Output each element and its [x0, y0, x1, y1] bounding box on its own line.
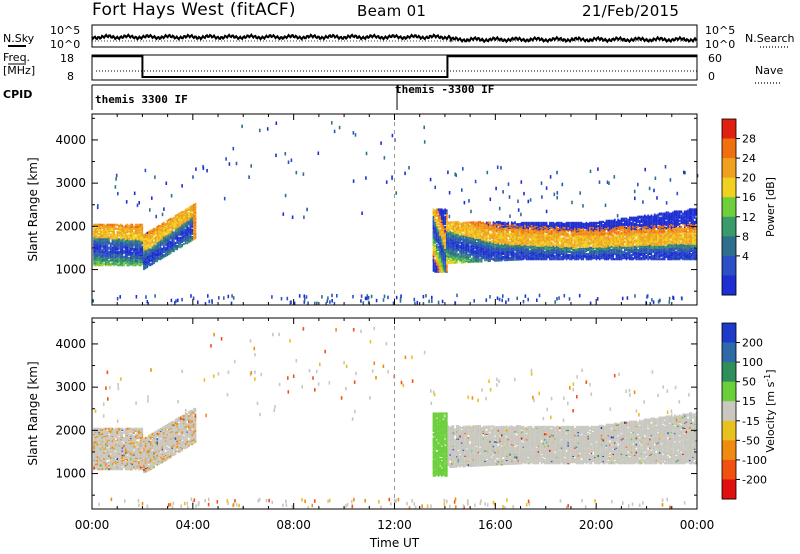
- freq-tick-high: 18: [60, 52, 74, 65]
- velocity-colorbar-tick-label-6: -100: [742, 454, 767, 467]
- station-title: Fort Hays West (fitACF): [92, 0, 296, 20]
- noise-tick-left-high: 10^5: [50, 24, 81, 37]
- power-ytick-label-3000: 3000: [55, 176, 86, 190]
- nsky-label: N.Sky: [3, 32, 35, 45]
- power-colorbar-tick-label-3: 16: [742, 191, 756, 204]
- velocity-colorbar-tick-label-3: 15: [742, 395, 756, 408]
- noise-panel-frame: [91, 24, 698, 48]
- velocity-colorbar-segment-2: [722, 362, 736, 383]
- velocity-colorbar-segment-8: [722, 479, 736, 500]
- noise-tick-right-low: 10^0: [705, 38, 736, 51]
- velocity-ytick-label-3000: 3000: [55, 380, 86, 394]
- velocity-scatter-cells: [93, 326, 698, 510]
- power-ytick-label-1000: 1000: [55, 263, 86, 277]
- power-colorbar-title: Power [dB]: [764, 177, 777, 237]
- cpid-segment-1: themis 3300 IF: [95, 93, 188, 106]
- velocity-colorbar-title: Velocity [m s-1]: [763, 369, 777, 452]
- power-colorbar-segment-5: [722, 216, 736, 237]
- freq-series: [92, 55, 697, 78]
- freq-label-1: Freq.: [3, 51, 31, 64]
- power-colorbar-tick-label-4: 12: [742, 211, 756, 224]
- power-colorbar: [721, 118, 737, 296]
- xtick-label-6: 00:00: [680, 518, 715, 532]
- power-colorbar-segment-8: [722, 275, 736, 296]
- xtick-label-0: 00:00: [75, 518, 110, 532]
- cpid-segment-2: themis -3300 IF: [395, 83, 495, 96]
- velocity-ytick-label-4000: 4000: [55, 337, 86, 351]
- freq-tick-low: 8: [67, 70, 74, 83]
- velocity-colorbar-tick-label-4: -15: [742, 415, 760, 428]
- velocity-colorbar-segment-7: [722, 459, 736, 480]
- xtick-label-3: 12:00: [377, 518, 412, 532]
- power-ytick-label-2000: 2000: [55, 219, 86, 233]
- power-colorbar-segment-0: [722, 119, 736, 140]
- date-title: 21/Feb/2015: [582, 2, 680, 20]
- nave-label: Nave: [755, 64, 784, 77]
- velocity-colorbar-segment-0: [722, 323, 736, 344]
- velocity-colorbar-tick-label-1: 100: [742, 356, 763, 369]
- power-colorbar-segment-3: [722, 177, 736, 198]
- beam-title: Beam 01: [357, 2, 427, 20]
- velocity-colorbar-segment-3: [722, 381, 736, 402]
- velocity-ytick-label-1000: 1000: [55, 467, 86, 481]
- power-colorbar-segment-4: [722, 197, 736, 218]
- power-colorbar-tick-label-6: 4: [742, 250, 749, 263]
- noise-tick-right-high: 10^5: [705, 24, 736, 37]
- power-colorbar-segment-2: [722, 158, 736, 179]
- velocity-colorbar-tick-label-7: -200: [742, 473, 767, 486]
- velocity-colorbar-tick-label-2: 50: [742, 376, 756, 389]
- power-ytick-label-4000: 4000: [55, 133, 86, 147]
- nave-tick-high: 60: [708, 52, 722, 65]
- velocity-colorbar-segment-1: [722, 342, 736, 363]
- velocity-ytick-label-2000: 2000: [55, 423, 86, 437]
- power-colorbar-segment-6: [722, 236, 736, 257]
- xtick-label-1: 04:00: [176, 518, 211, 532]
- velocity-colorbar-segment-5: [722, 420, 736, 441]
- power-colorbar-tick-label-0: 28: [742, 133, 756, 146]
- freq-panel-frame: [91, 54, 698, 81]
- velocity-ylabel: Slant Range [km]: [26, 361, 40, 465]
- velocity-colorbar-frame: [721, 322, 737, 500]
- x-axis-label: Time UT: [369, 536, 420, 550]
- power-colorbar-tick-label-5: 8: [742, 230, 749, 243]
- power-colorbar-segment-7: [722, 255, 736, 276]
- power-ylabel: Slant Range [km]: [26, 157, 40, 261]
- power-colorbar-frame: [721, 118, 737, 296]
- velocity-colorbar: [721, 322, 737, 500]
- xtick-label-4: 16:00: [478, 518, 513, 532]
- noise-tick-left-low: 10^0: [50, 38, 81, 51]
- xtick-label-2: 08:00: [276, 518, 311, 532]
- velocity-colorbar-segment-4: [722, 401, 736, 422]
- power-colorbar-tick-label-1: 24: [742, 152, 756, 165]
- power-scatter-cells: [92, 121, 699, 306]
- velocity-colorbar-tick-label-5: -50: [742, 434, 760, 447]
- nsearch-label: N.Search: [745, 32, 795, 45]
- power-colorbar-tick-label-2: 20: [742, 172, 756, 185]
- cpid-label: CPID: [3, 88, 33, 101]
- nave-tick-low: 0: [708, 70, 715, 83]
- freq-label-2: [MHz]: [3, 64, 36, 77]
- velocity-colorbar-segment-6: [722, 440, 736, 461]
- velocity-colorbar-tick-label-0: 200: [742, 337, 763, 350]
- power-colorbar-segment-1: [722, 138, 736, 159]
- xtick-label-5: 20:00: [579, 518, 614, 532]
- noise-sky-series: [91, 33, 698, 44]
